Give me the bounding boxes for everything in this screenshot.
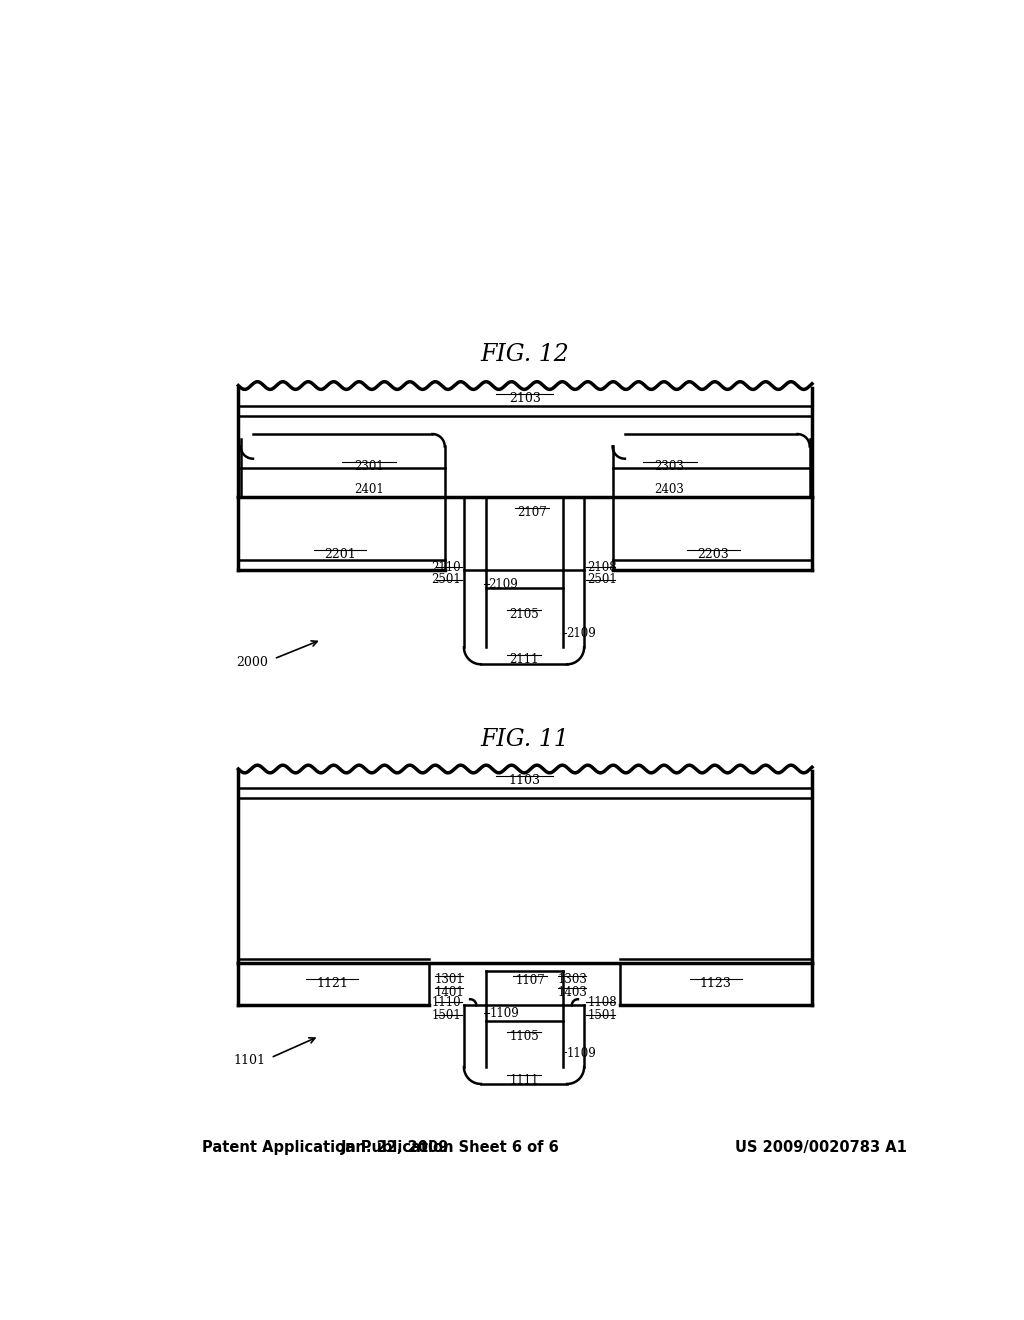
- Text: 2109: 2109: [566, 627, 596, 640]
- Text: 2105: 2105: [509, 607, 539, 620]
- Text: 1501: 1501: [587, 1008, 616, 1022]
- Text: 2110: 2110: [431, 561, 461, 574]
- Text: Patent Application Publication: Patent Application Publication: [202, 1140, 454, 1155]
- Text: 1301: 1301: [435, 973, 465, 986]
- Text: 2301: 2301: [354, 459, 384, 473]
- Text: 2401: 2401: [354, 483, 384, 496]
- Text: 1107: 1107: [515, 974, 545, 987]
- Text: 1109: 1109: [566, 1047, 596, 1060]
- Text: Jan. 22, 2009  Sheet 6 of 6: Jan. 22, 2009 Sheet 6 of 6: [341, 1140, 559, 1155]
- Text: 1501: 1501: [431, 1008, 461, 1022]
- Text: 1403: 1403: [558, 986, 588, 999]
- Text: 2501: 2501: [431, 573, 461, 586]
- Text: 1401: 1401: [435, 986, 465, 999]
- Text: 2403: 2403: [654, 483, 684, 496]
- Text: 2203: 2203: [697, 548, 729, 561]
- Text: 1103: 1103: [509, 774, 541, 787]
- Text: 2303: 2303: [654, 459, 684, 473]
- Text: FIG. 12: FIG. 12: [480, 343, 569, 366]
- Text: US 2009/0020783 A1: US 2009/0020783 A1: [735, 1140, 907, 1155]
- Text: 2000: 2000: [236, 656, 267, 669]
- Text: 1303: 1303: [558, 973, 588, 986]
- Text: 2109: 2109: [488, 578, 518, 591]
- Text: 1121: 1121: [316, 977, 348, 990]
- Text: 2501: 2501: [587, 573, 616, 586]
- Text: 2103: 2103: [509, 392, 541, 405]
- Text: 1111: 1111: [509, 1073, 539, 1086]
- Text: 1110: 1110: [431, 995, 461, 1008]
- Text: 1105: 1105: [509, 1030, 539, 1043]
- Text: 2111: 2111: [509, 653, 539, 667]
- Text: 1109: 1109: [489, 1007, 519, 1019]
- Text: 1101: 1101: [233, 1055, 265, 1068]
- Text: 1123: 1123: [699, 977, 732, 990]
- Text: FIG. 11: FIG. 11: [480, 729, 569, 751]
- Text: 2108: 2108: [587, 561, 616, 574]
- Text: 2201: 2201: [325, 548, 356, 561]
- Text: 1108: 1108: [587, 995, 616, 1008]
- Text: 2107: 2107: [517, 506, 547, 519]
